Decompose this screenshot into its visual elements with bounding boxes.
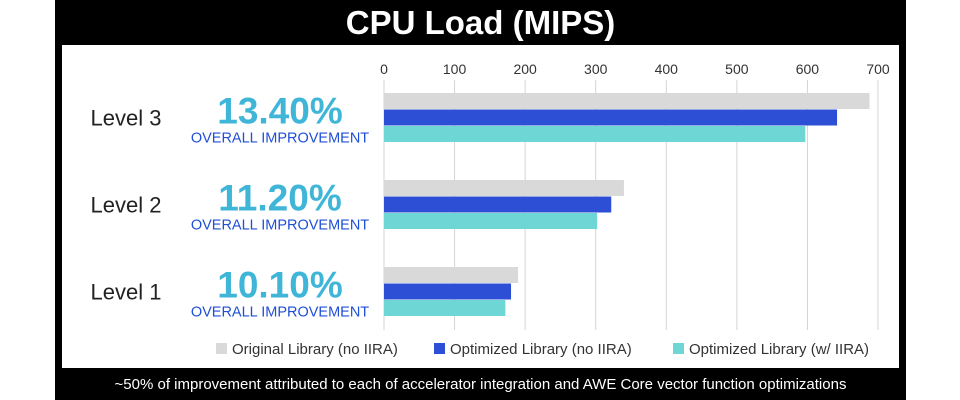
category-label: Level 3 (91, 106, 162, 131)
bar-level-3-series-2 (384, 109, 838, 126)
x-tick-label: 100 (443, 61, 467, 77)
x-tick-label: 400 (655, 61, 679, 77)
chart-title: CPU Load (MIPS) (345, 4, 616, 41)
improvement-value: 13.40% (217, 91, 343, 132)
bar-level-2-series-2 (384, 196, 612, 213)
x-tick-label: 300 (584, 61, 608, 77)
bar-level-2-series-3 (384, 213, 598, 229)
x-tick-label: 500 (725, 61, 749, 77)
legend-label-1: Original Library (no IIRA) (232, 341, 398, 358)
improvement-label: OVERALL IMPROVEMENT (191, 305, 369, 321)
legend-swatch-2 (434, 343, 445, 354)
x-tick-label: 200 (513, 61, 537, 77)
footer-note: ~50% of improvement attributed to each o… (114, 376, 847, 393)
legend-label-3: Optimized Library (w/ IIRA) (689, 341, 869, 358)
improvement-value: 10.10% (217, 265, 343, 306)
category-label: Level 2 (91, 193, 162, 218)
bar-level-3-series-3 (384, 126, 806, 142)
bar-level-1-series-2 (384, 283, 512, 300)
improvement-value: 11.20% (218, 178, 341, 219)
legend-swatch-1 (216, 343, 227, 354)
x-tick-label: 600 (796, 61, 820, 77)
x-tick-label: 700 (866, 61, 890, 77)
legend-swatch-3 (673, 343, 684, 354)
category-label: Level 1 (91, 280, 162, 305)
bar-level-1-series-1 (384, 267, 519, 283)
bar-level-3-series-1 (384, 93, 870, 109)
bar-level-2-series-1 (384, 180, 624, 196)
legend-label-2: Optimized Library (no IIRA) (450, 341, 632, 358)
bar-level-1-series-3 (384, 300, 506, 316)
x-tick-label: 0 (380, 61, 388, 77)
improvement-label: OVERALL IMPROVEMENT (191, 218, 369, 234)
improvement-label: OVERALL IMPROVEMENT (191, 131, 369, 147)
